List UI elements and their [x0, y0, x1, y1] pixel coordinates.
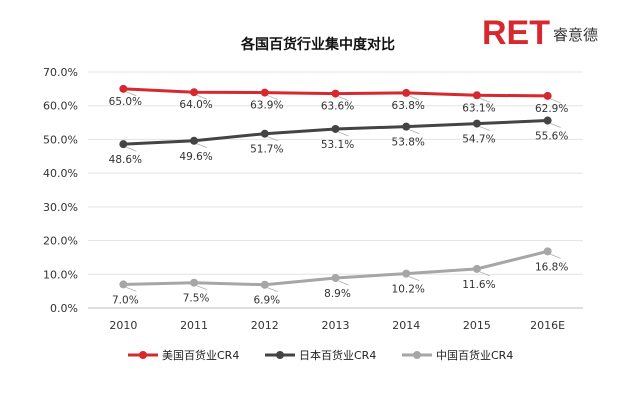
y-tick-label: 70.0%: [43, 66, 78, 79]
data-label: 55.6%: [535, 131, 568, 143]
label-leader: [409, 129, 420, 134]
label-leader: [126, 146, 137, 152]
x-tick-label: 2011: [180, 319, 208, 332]
legend-label: 美国百货业CR4: [162, 348, 239, 362]
legend-marker: [413, 351, 421, 359]
data-point: [472, 91, 481, 100]
data-labels: 65.0% 64.0% 63.9% 63.6% 63.8% 63.1% 62.9% 48.6%…: [109, 91, 568, 307]
data-label: 63.6%: [321, 101, 354, 113]
data-label: 65.0%: [109, 96, 142, 108]
data-point: [119, 280, 128, 289]
data-point: [260, 280, 269, 289]
legend-label: 中国百货业CR4: [436, 348, 513, 362]
ret-logo: RET 睿意德: [482, 14, 598, 52]
data-point: [543, 91, 552, 100]
data-label: 6.9%: [253, 295, 280, 307]
y-tick-label: 60.0%: [43, 100, 78, 113]
data-label: 16.8%: [535, 261, 568, 273]
legend-marker: [276, 351, 284, 359]
data-point: [543, 247, 552, 256]
label-leader: [550, 98, 561, 104]
data-point: [402, 269, 411, 278]
data-label: 53.1%: [321, 139, 354, 151]
data-point: [119, 140, 128, 149]
chart-title: 各国百货行业集中度对比: [240, 36, 395, 53]
data-point: [190, 88, 199, 97]
label-leader: [267, 136, 278, 142]
data-label: 53.8%: [392, 137, 425, 149]
gridlines: [88, 71, 583, 309]
label-leader: [267, 287, 278, 293]
y-tick-label: 10.0%: [43, 268, 78, 281]
x-tick-label: 2012: [251, 319, 279, 332]
y-axis-ticks: 0.0% 10.0% 20.0% 30.0% 40.0% 50.0% 60.0% 70.0%: [43, 66, 78, 315]
data-point: [402, 88, 411, 97]
data-label: 7.0%: [112, 294, 139, 306]
data-point: [190, 136, 199, 145]
data-label: 7.5%: [183, 293, 210, 305]
series-lines: [119, 84, 552, 289]
data-point: [331, 89, 340, 98]
data-label: 63.9%: [250, 100, 283, 112]
label-leader: [126, 91, 137, 97]
data-point: [331, 273, 340, 282]
logo-subtitle: 睿意德: [553, 26, 598, 44]
data-point: [543, 116, 552, 125]
label-leader: [196, 94, 208, 100]
label-leader: [267, 95, 278, 100]
label-leader: [479, 126, 491, 131]
label-leader: [550, 253, 561, 259]
label-leader: [409, 276, 420, 281]
data-label: 11.6%: [462, 279, 495, 291]
data-point: [190, 278, 199, 287]
data-label: 63.8%: [392, 100, 425, 112]
data-label: 62.9%: [535, 103, 568, 115]
label-leader: [196, 143, 208, 149]
data-label: 63.1%: [462, 102, 495, 114]
label-leader: [479, 97, 491, 103]
data-point: [260, 88, 269, 97]
label-leader: [196, 285, 208, 291]
y-tick-label: 20.0%: [43, 235, 78, 248]
data-label: 54.7%: [462, 134, 495, 146]
logo-brand: RET: [482, 14, 550, 52]
data-label: 49.6%: [179, 151, 212, 163]
label-leader: [338, 280, 349, 286]
label-leader: [479, 271, 491, 277]
data-label: 51.7%: [250, 144, 283, 156]
data-point: [119, 84, 128, 93]
y-tick-label: 40.0%: [43, 167, 78, 180]
y-tick-label: 30.0%: [43, 201, 78, 214]
y-tick-label: 50.0%: [43, 133, 78, 146]
data-label: 48.6%: [109, 154, 142, 166]
label-leader: [409, 95, 420, 101]
data-point: [402, 122, 411, 131]
x-tick-label: 2015: [463, 319, 491, 332]
label-leader: [126, 287, 137, 292]
x-tick-label: 2010: [109, 319, 137, 332]
x-axis-ticks: 2010 2011 2012 2013 2014 2015 2016E: [109, 319, 565, 332]
data-label: 64.0%: [179, 99, 212, 111]
x-tick-label: 2014: [392, 319, 420, 332]
data-label: 10.2%: [392, 284, 425, 296]
data-point: [331, 124, 340, 133]
label-leader: [338, 131, 349, 137]
legend-label: 日本百货业CR4: [299, 348, 376, 362]
legend-marker: [139, 351, 147, 359]
legend: 美国百货业CR4 日本百货业CR4 中国百货业CR4: [128, 348, 513, 362]
data-point: [260, 129, 269, 138]
y-tick-label: 0.0%: [50, 302, 78, 315]
data-point: [472, 264, 481, 273]
label-leader: [338, 96, 349, 101]
x-tick-label: 2013: [322, 319, 350, 332]
data-label: 8.9%: [324, 288, 351, 300]
label-leader: [550, 123, 561, 128]
data-point: [472, 119, 481, 128]
x-tick-label: 2016E: [530, 319, 565, 332]
